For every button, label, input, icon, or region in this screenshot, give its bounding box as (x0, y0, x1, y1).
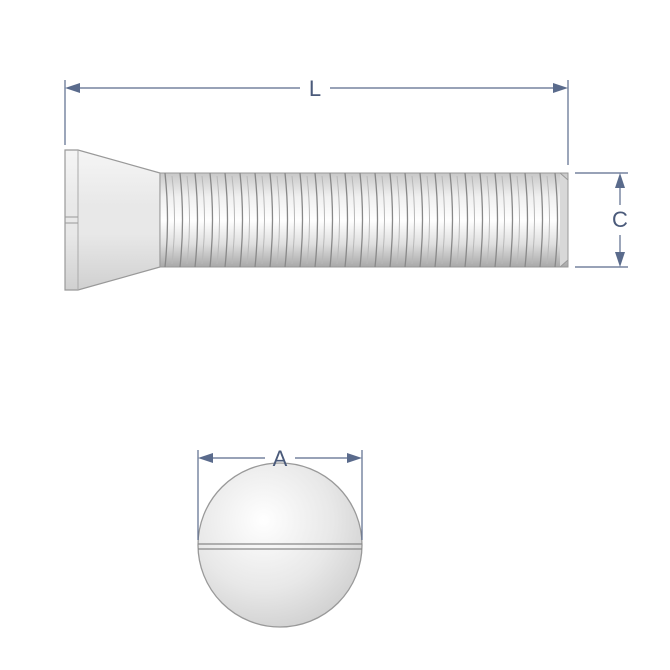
label-L: L (309, 76, 321, 101)
head-circle (198, 463, 362, 627)
dimension-C: C (575, 173, 628, 267)
screw-head (65, 150, 160, 290)
screw-shaft (160, 173, 568, 267)
screw-head-front-view (198, 463, 362, 627)
screw-side-view (65, 150, 568, 290)
diagram-svg: L (0, 0, 670, 670)
label-C: C (612, 207, 628, 232)
dimension-L: L (65, 76, 568, 165)
label-A: A (273, 446, 288, 471)
screw-diagram: L (0, 0, 670, 670)
